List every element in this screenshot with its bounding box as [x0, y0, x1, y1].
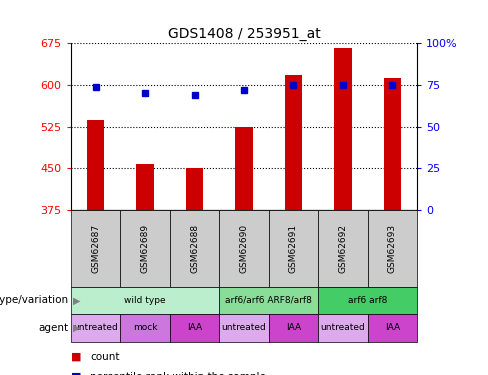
Text: ▶: ▶	[73, 296, 81, 305]
Text: GSM62690: GSM62690	[240, 224, 248, 273]
Bar	[87, 120, 104, 210]
Bar	[235, 127, 253, 210]
Text: IAA: IAA	[286, 323, 301, 332]
Text: GSM62688: GSM62688	[190, 224, 199, 273]
Text: count: count	[90, 352, 120, 362]
Text: untreated: untreated	[321, 323, 366, 332]
Title: GDS1408 / 253951_at: GDS1408 / 253951_at	[167, 27, 321, 41]
Text: ■: ■	[71, 352, 81, 362]
Bar	[186, 168, 203, 210]
Text: GSM62693: GSM62693	[388, 224, 397, 273]
Text: IAA: IAA	[385, 323, 400, 332]
Text: mock: mock	[133, 323, 157, 332]
Text: IAA: IAA	[187, 323, 202, 332]
Text: untreated: untreated	[73, 323, 118, 332]
Bar	[285, 75, 302, 210]
Text: GSM62687: GSM62687	[91, 224, 100, 273]
Text: percentile rank within the sample: percentile rank within the sample	[90, 372, 266, 375]
Text: genotype/variation: genotype/variation	[0, 296, 68, 305]
Text: wild type: wild type	[124, 296, 166, 305]
Text: ▶: ▶	[73, 323, 81, 333]
Text: GSM62691: GSM62691	[289, 224, 298, 273]
Bar	[334, 48, 352, 210]
Bar	[384, 78, 401, 210]
Text: GSM62692: GSM62692	[339, 224, 347, 273]
Text: ■: ■	[71, 372, 81, 375]
Text: GSM62689: GSM62689	[141, 224, 149, 273]
Text: agent: agent	[38, 323, 68, 333]
Bar	[136, 164, 154, 210]
Text: arf6 arf8: arf6 arf8	[348, 296, 387, 305]
Text: untreated: untreated	[222, 323, 266, 332]
Text: arf6/arf6 ARF8/arf8: arf6/arf6 ARF8/arf8	[225, 296, 312, 305]
